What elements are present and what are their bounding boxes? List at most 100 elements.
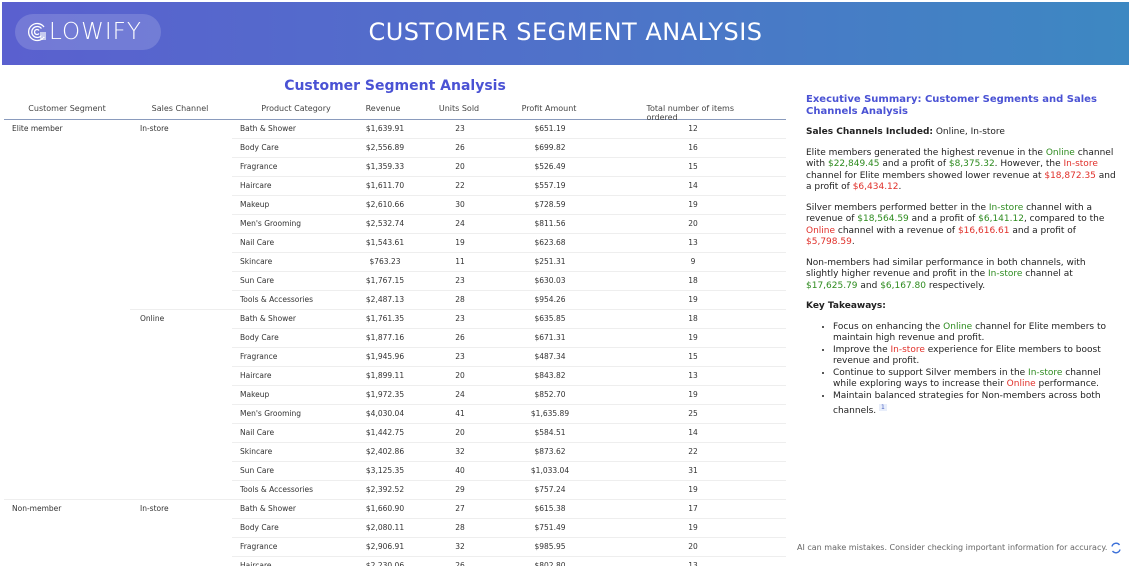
glowify-logo[interactable]: LOWIFY — [15, 14, 161, 50]
text-segment: channel at — [1022, 269, 1073, 279]
highlight-value: $6,434.12 — [852, 182, 899, 192]
table-row: Haircare $1,611.70 22 $557.19 14 — [0, 177, 790, 196]
table-row: Nail Care $1,543.61 19 $623.68 13 — [0, 234, 790, 253]
channels-value: Online, In-store — [932, 127, 1005, 137]
cell-total: 9 — [690, 257, 696, 266]
table-row: Haircare $2,230.06 26 $802.80 13 — [0, 557, 790, 566]
row-divider — [232, 556, 786, 557]
table-row: Men's Grooming $2,532.74 24 $811.56 20 — [0, 215, 790, 234]
cell-profit: $728.59 — [534, 200, 566, 209]
app-header: LOWIFY CUSTOMER SEGMENT ANALYSIS — [2, 2, 1129, 65]
cell-units: 26 — [455, 333, 465, 342]
text-segment: Silver members performed better in the — [806, 202, 989, 213]
col-total-items[interactable]: Total number of items ordered — [646, 104, 735, 122]
table-row: Sun Care $1,767.15 23 $630.03 18 — [0, 272, 790, 291]
cell-total: 31 — [688, 466, 698, 475]
cell-units: 30 — [455, 200, 465, 209]
cell-profit: $623.68 — [534, 238, 566, 247]
highlight-value: $8,375.32 — [948, 159, 995, 169]
text-segment: channel with — [806, 147, 1114, 170]
cell-category: Body Care — [240, 143, 279, 152]
cell-revenue: $1,359.33 — [365, 162, 405, 171]
cell-category: Haircare — [240, 561, 272, 566]
table-body: Elite member In-store Bath & Shower $1,639.… — [0, 120, 790, 566]
cell-revenue: $1,660.90 — [365, 504, 405, 513]
cell-channel: In-store — [140, 504, 169, 513]
cell-units: 23 — [455, 124, 465, 133]
cell-revenue: $2,556.89 — [365, 143, 405, 152]
page-title: CUSTOMER SEGMENT ANALYSIS — [368, 18, 763, 46]
highlight-channel: Online — [806, 225, 836, 236]
text-segment: . — [898, 182, 902, 192]
summary-title: Executive Summary: Customer Segments and… — [806, 94, 1097, 117]
cell-segment: Non-member — [12, 504, 62, 513]
cell-units: 28 — [455, 295, 465, 304]
cell-revenue: $1,639.91 — [365, 124, 405, 133]
cell-category: Skincare — [240, 257, 273, 266]
cell-profit: $584.51 — [534, 428, 566, 437]
cell-category: Men's Grooming — [240, 219, 302, 228]
cell-profit: $671.31 — [534, 333, 566, 342]
col-customer-segment[interactable]: Customer Segment — [28, 104, 106, 113]
cell-revenue: $1,611.70 — [365, 181, 405, 190]
cell-revenue: $1,442.75 — [365, 428, 405, 437]
cell-revenue: $2,487.13 — [365, 295, 405, 304]
highlight-value: $16,616.61 — [957, 225, 1010, 236]
cell-revenue: $4,030.04 — [365, 409, 405, 418]
text-segment: . — [851, 237, 855, 247]
highlight-value: $6,167.80 — [880, 280, 926, 291]
text-segment: channel with a revenue of — [835, 225, 958, 236]
text-segment: Elite members generated the highest reve… — [806, 147, 1046, 158]
cell-category: Bath & Shower — [240, 504, 296, 513]
citation-badge[interactable]: 1 — [879, 404, 887, 411]
text-segment: and — [857, 280, 881, 291]
highlight-value: $6,141.12 — [978, 214, 1024, 224]
cell-category: Makeup — [240, 390, 270, 399]
ai-disclaimer: AI can make mistakes. Consider checking … — [797, 543, 1108, 552]
cell-revenue: $2,402.86 — [365, 447, 405, 456]
cell-revenue: $2,532.74 — [365, 219, 405, 228]
col-revenue[interactable]: Revenue — [365, 104, 401, 113]
text-segment: respectively. — [926, 280, 986, 291]
table-row: Skincare $763.23 11 $251.31 9 — [0, 253, 790, 272]
cell-units: 20 — [455, 162, 465, 171]
cell-profit: $615.38 — [534, 504, 566, 513]
row-divider — [232, 480, 786, 481]
cell-profit: $757.24 — [534, 485, 566, 494]
cell-profit: $852.70 — [534, 390, 566, 399]
col-product-category[interactable]: Product Category — [261, 104, 331, 113]
highlight-channel: Online — [1006, 379, 1036, 389]
col-profit-amount[interactable]: Profit Amount — [521, 104, 577, 113]
cell-category: Haircare — [240, 181, 272, 190]
cell-units: 41 — [455, 409, 465, 418]
cell-category: Bath & Shower — [240, 124, 296, 133]
text-segment: channel for Elite members to maintain hi… — [833, 321, 1106, 344]
highlight-channel: Online — [1045, 147, 1075, 158]
row-divider — [232, 138, 786, 139]
cell-profit: $1,635.89 — [530, 409, 570, 418]
cell-total: 15 — [688, 352, 698, 361]
cell-units: 32 — [455, 542, 465, 551]
cell-category: Tools & Accessories — [240, 485, 314, 494]
refresh-icon[interactable] — [1110, 542, 1122, 554]
cell-segment: Elite member — [12, 124, 63, 133]
col-sales-channel[interactable]: Sales Channel — [151, 104, 209, 113]
row-divider — [232, 233, 786, 234]
row-divider — [232, 347, 786, 348]
table-row: Body Care $1,877.16 26 $671.31 19 — [0, 329, 790, 348]
text-segment: channel while exploring ways to increase… — [833, 367, 1101, 390]
text-segment: Continue to support Silver members in th… — [833, 367, 1029, 378]
table-row: Body Care $2,080.11 28 $751.49 19 — [0, 519, 790, 538]
cell-revenue: $2,230.06 — [365, 561, 405, 566]
cell-units: 20 — [455, 371, 465, 380]
cell-units: 26 — [455, 561, 465, 566]
col-units-sold[interactable]: Units Sold — [438, 104, 480, 113]
cell-revenue: $1,543.61 — [365, 238, 405, 247]
table-header: Customer Segment Sales Channel Product C… — [4, 101, 786, 122]
text-segment: and a profit of — [806, 170, 1116, 193]
cell-total: 14 — [688, 428, 698, 437]
cell-profit: $1,033.04 — [530, 466, 570, 475]
cell-units: 28 — [455, 523, 465, 532]
cell-revenue: $3,125.35 — [365, 466, 405, 475]
row-divider — [232, 195, 786, 196]
